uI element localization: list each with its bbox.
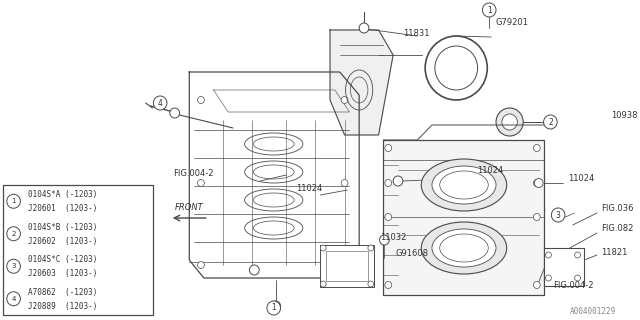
Bar	[326, 251, 368, 281]
Circle shape	[7, 194, 20, 208]
Text: 2: 2	[548, 117, 553, 126]
Circle shape	[7, 292, 20, 306]
Text: J20601  (1203-): J20601 (1203-)	[28, 204, 97, 213]
Text: 3: 3	[556, 211, 561, 220]
Text: 4: 4	[12, 296, 16, 302]
Text: G91608: G91608	[395, 249, 428, 258]
Circle shape	[385, 180, 392, 187]
Circle shape	[533, 282, 540, 289]
Text: 1: 1	[487, 5, 492, 14]
Circle shape	[250, 265, 259, 275]
Circle shape	[267, 301, 280, 315]
Text: 4: 4	[157, 99, 163, 108]
Text: FIG.036: FIG.036	[601, 204, 634, 212]
Circle shape	[321, 245, 326, 251]
Circle shape	[575, 252, 580, 258]
Ellipse shape	[421, 159, 507, 211]
Ellipse shape	[432, 166, 496, 204]
Circle shape	[198, 180, 204, 187]
Circle shape	[483, 3, 496, 17]
Circle shape	[502, 114, 517, 130]
Circle shape	[425, 36, 487, 100]
Circle shape	[545, 252, 551, 258]
Text: 3: 3	[12, 263, 16, 269]
Polygon shape	[330, 30, 393, 135]
Text: J20889  (1203-): J20889 (1203-)	[28, 302, 97, 311]
Circle shape	[321, 281, 326, 287]
Circle shape	[533, 180, 540, 187]
Circle shape	[393, 176, 403, 186]
Text: 11831: 11831	[403, 28, 429, 37]
Text: 11024: 11024	[568, 173, 594, 182]
Circle shape	[368, 245, 374, 251]
Text: 11024: 11024	[477, 165, 504, 174]
Circle shape	[368, 281, 374, 287]
Text: FRONT: FRONT	[175, 203, 204, 212]
Text: FIG.082: FIG.082	[601, 223, 633, 233]
Text: 11032: 11032	[381, 233, 407, 242]
Text: A70862  (-1203): A70862 (-1203)	[28, 287, 97, 297]
Bar	[321, 245, 374, 287]
Text: 0104S*A (-1203): 0104S*A (-1203)	[28, 190, 97, 199]
Circle shape	[154, 96, 167, 110]
Circle shape	[385, 213, 392, 220]
Circle shape	[198, 261, 204, 268]
Circle shape	[341, 261, 348, 268]
Text: 0104S*B (-1203): 0104S*B (-1203)	[28, 222, 97, 231]
Circle shape	[575, 275, 580, 281]
Text: FIG.004-2: FIG.004-2	[554, 281, 594, 290]
Circle shape	[496, 108, 524, 136]
Circle shape	[359, 23, 369, 33]
Bar	[383, 140, 543, 295]
Text: 0104S*C (-1203): 0104S*C (-1203)	[28, 255, 97, 264]
Text: A004001229: A004001229	[570, 307, 616, 316]
Circle shape	[551, 208, 565, 222]
Text: 2: 2	[12, 231, 16, 237]
Circle shape	[533, 213, 540, 220]
Circle shape	[271, 301, 280, 311]
Text: J20602  (1203-): J20602 (1203-)	[28, 237, 97, 246]
Circle shape	[380, 235, 389, 245]
Circle shape	[198, 97, 204, 103]
Circle shape	[385, 282, 392, 289]
Text: 11024: 11024	[296, 183, 323, 193]
Circle shape	[543, 115, 557, 129]
Text: 1: 1	[12, 198, 16, 204]
Text: G79201: G79201	[495, 18, 528, 27]
Text: J20603  (1203-): J20603 (1203-)	[28, 269, 97, 278]
Circle shape	[533, 145, 540, 151]
Text: FIG.004-2: FIG.004-2	[173, 169, 214, 178]
Ellipse shape	[421, 222, 507, 274]
Circle shape	[7, 227, 20, 241]
Ellipse shape	[432, 229, 496, 267]
Circle shape	[534, 179, 543, 188]
Circle shape	[341, 97, 348, 103]
Text: 10938: 10938	[612, 110, 638, 119]
Text: 11821: 11821	[601, 247, 627, 257]
Circle shape	[385, 145, 392, 151]
Bar	[3, 185, 154, 315]
Circle shape	[7, 259, 20, 273]
Text: 1: 1	[271, 303, 276, 313]
Circle shape	[170, 108, 180, 118]
Bar	[543, 248, 584, 286]
Circle shape	[341, 180, 348, 187]
Circle shape	[545, 275, 551, 281]
